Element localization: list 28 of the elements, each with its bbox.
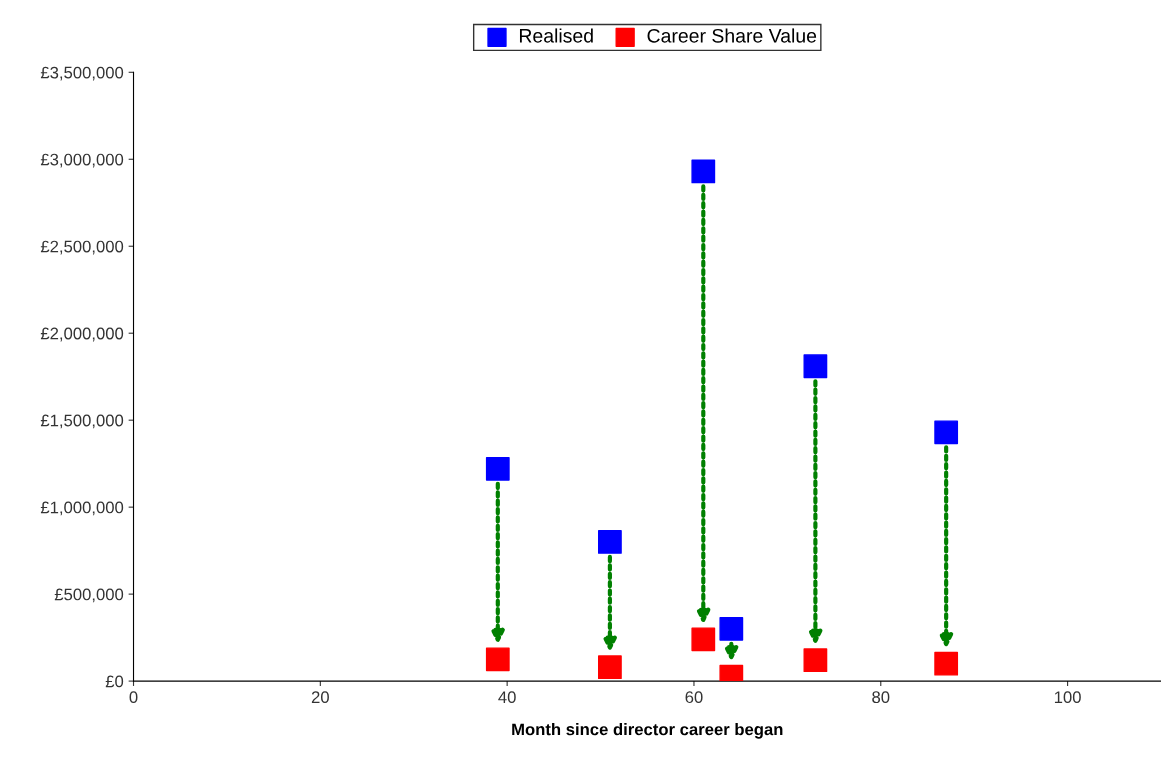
- x-tick-label: 60: [685, 691, 703, 704]
- legend-label: Realised: [519, 28, 593, 43]
- x-axis-title: Month since director career began: [512, 723, 783, 739]
- point: [691, 159, 716, 184]
- y-tick-label: £3,000,000: [40, 153, 124, 168]
- x-tick-label: 100: [1054, 691, 1081, 704]
- y-tick-label: £1,000,000: [40, 501, 124, 516]
- x-tick-label: 40: [498, 691, 516, 704]
- point: [803, 648, 828, 673]
- point: [691, 627, 716, 652]
- point: [598, 655, 622, 680]
- point: [934, 651, 959, 676]
- point: [803, 354, 828, 379]
- y-tick-label: £2,000,000: [40, 327, 124, 342]
- y-tick-label: £0: [105, 675, 124, 688]
- y-tick-label: £3,500,000: [40, 66, 124, 81]
- legend-label: Career Share Value: [647, 28, 817, 43]
- point: [719, 617, 744, 641]
- x-tick-label: 20: [311, 691, 329, 704]
- x-tick-label: 0: [129, 691, 138, 704]
- point: [598, 530, 622, 554]
- point: [485, 456, 510, 481]
- point: [934, 420, 959, 445]
- point: [485, 647, 510, 672]
- y-tick-label: £500,000: [54, 588, 124, 603]
- y-tick-label: £2,500,000: [40, 240, 124, 255]
- x-tick-label: 80: [872, 691, 890, 704]
- y-tick-label: £1,500,000: [40, 414, 124, 429]
